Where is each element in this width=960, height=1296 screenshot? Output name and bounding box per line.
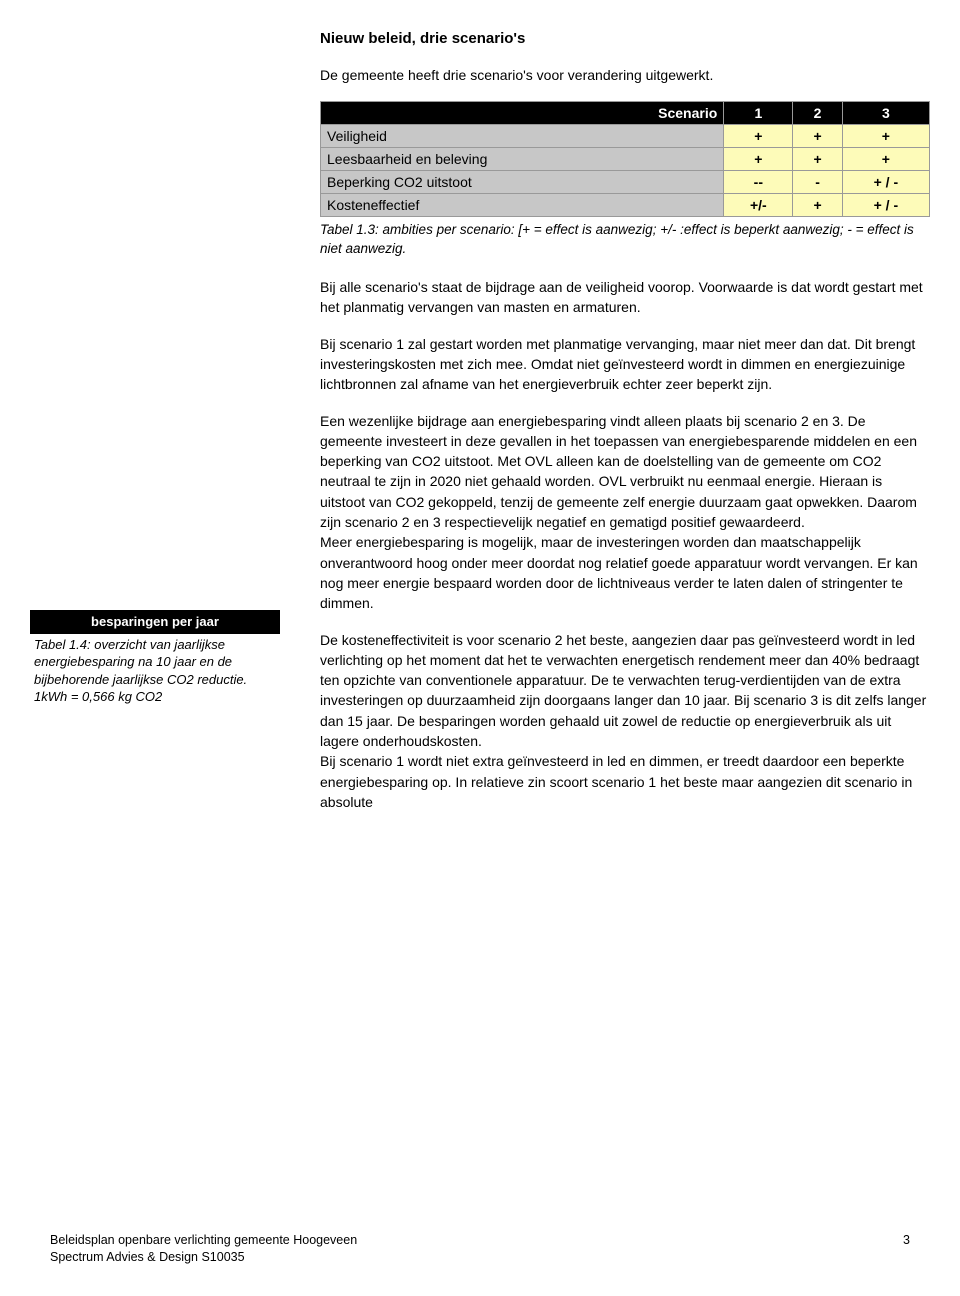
section-title: Nieuw beleid, drie scenario's <box>320 30 930 47</box>
body-paragraph: Een wezenlijke bijdrage aan energiebespa… <box>320 411 930 614</box>
table-row: Beperking CO2 uitstoot -- - + / - <box>321 171 930 194</box>
table-col-1: 1 <box>724 102 793 125</box>
side-table-header: besparingen per jaar <box>30 610 280 634</box>
cell: + <box>724 148 793 171</box>
para4b: Bij scenario 1 wordt niet extra geïnvest… <box>320 753 912 810</box>
para3b: Meer energiebesparing is mogelijk, maar … <box>320 534 918 611</box>
footer-page-number: 3 <box>903 1232 910 1266</box>
cell: - <box>793 171 842 194</box>
footer-line2: Spectrum Advies & Design S10035 <box>50 1250 245 1264</box>
side-table-caption: Tabel 1.4: overzicht van jaarlijkse ener… <box>30 634 280 708</box>
scenario-table: Scenario 1 2 3 Veiligheid + + + Leesbaar… <box>320 101 930 217</box>
cell: + / - <box>842 194 929 217</box>
cell: -- <box>724 171 793 194</box>
table-col-2: 2 <box>793 102 842 125</box>
cell: + / - <box>842 171 929 194</box>
row-label: Veiligheid <box>321 125 724 148</box>
table-row: Veiligheid + + + <box>321 125 930 148</box>
cell: + <box>793 148 842 171</box>
intro-paragraph: De gemeente heeft drie scenario's voor v… <box>320 65 930 85</box>
cell: +/- <box>724 194 793 217</box>
cell: + <box>842 125 929 148</box>
row-label: Kosteneffectief <box>321 194 724 217</box>
cell: + <box>842 148 929 171</box>
page-footer: Beleidsplan openbare verlichting gemeent… <box>50 1232 910 1266</box>
para4a: De kosteneffectiviteit is voor scenario … <box>320 632 926 749</box>
row-label: Beperking CO2 uitstoot <box>321 171 724 194</box>
table-caption: Tabel 1.3: ambities per scenario: [+ = e… <box>320 221 930 259</box>
cell: + <box>724 125 793 148</box>
table-col-3: 3 <box>842 102 929 125</box>
table-row: Kosteneffectief +/- + + / - <box>321 194 930 217</box>
body-paragraph: Bij alle scenario's staat de bijdrage aa… <box>320 277 930 318</box>
row-label: Leesbaarheid en beleving <box>321 148 724 171</box>
footer-left: Beleidsplan openbare verlichting gemeent… <box>50 1232 357 1266</box>
footer-line1: Beleidsplan openbare verlichting gemeent… <box>50 1233 357 1247</box>
cell: + <box>793 194 842 217</box>
body-paragraph: Bij scenario 1 zal gestart worden met pl… <box>320 334 930 395</box>
para3a: Een wezenlijke bijdrage aan energiebespa… <box>320 413 917 530</box>
table-header-label: Scenario <box>321 102 724 125</box>
cell: + <box>793 125 842 148</box>
table-row: Leesbaarheid en beleving + + + <box>321 148 930 171</box>
side-table-box: besparingen per jaar Tabel 1.4: overzich… <box>30 610 280 708</box>
body-paragraph: De kosteneffectiviteit is voor scenario … <box>320 630 930 813</box>
